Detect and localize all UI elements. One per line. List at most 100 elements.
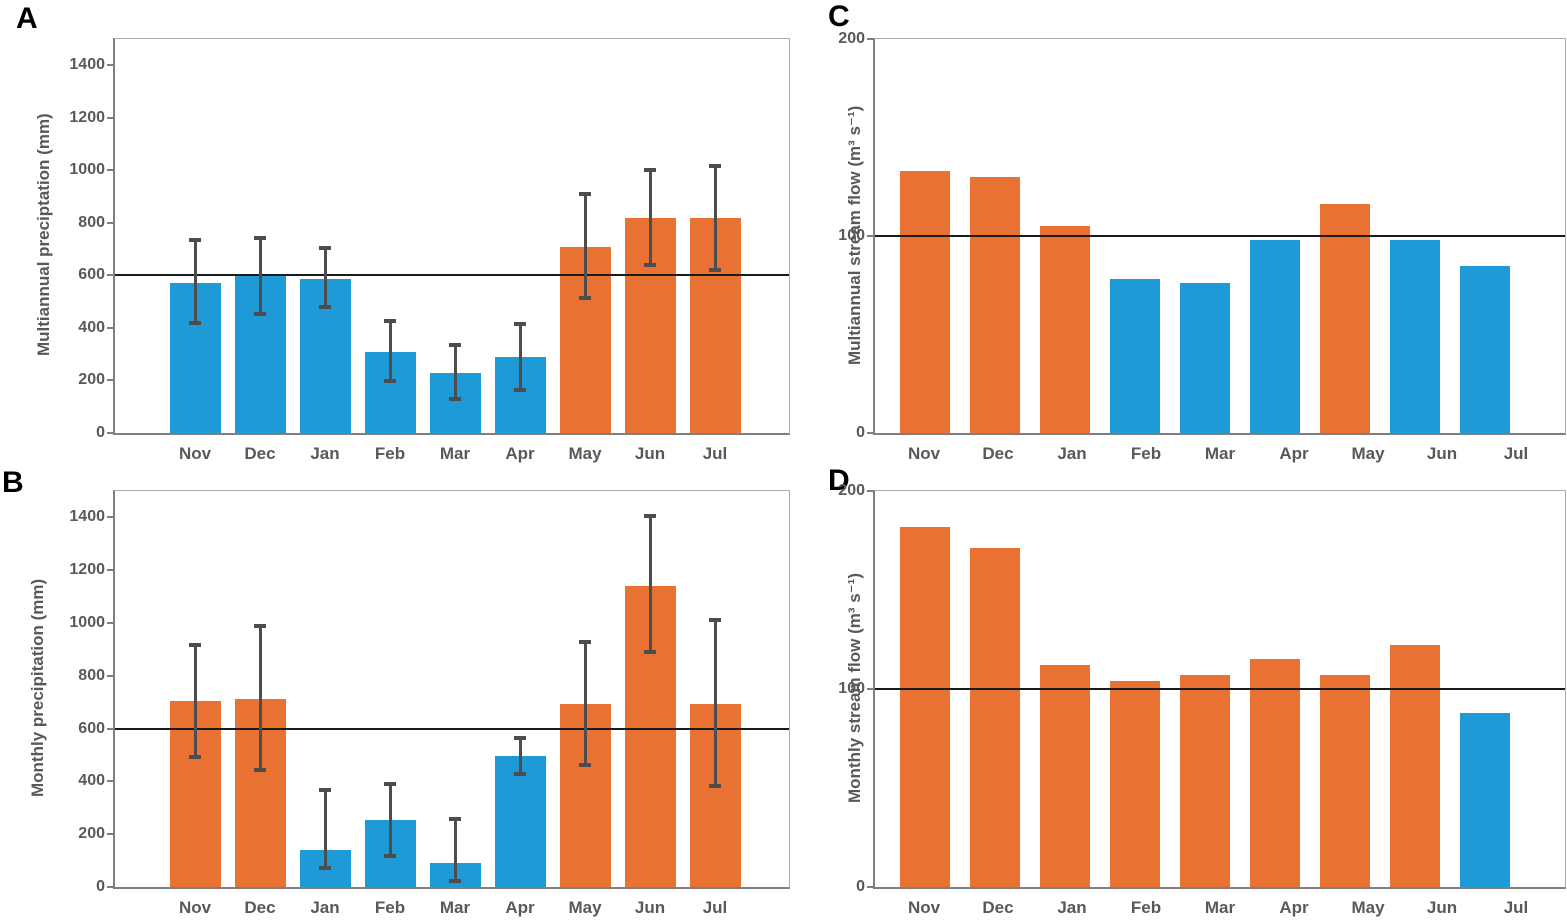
bar (1040, 665, 1090, 887)
y-tick-label: 600 (78, 719, 105, 737)
x-tick-label: Nov (178, 898, 212, 917)
x-tick-label: Feb (374, 898, 406, 917)
bar (970, 176, 1020, 433)
panel-letter-a: A (16, 2, 38, 35)
error-bar-cap-bottom (449, 397, 461, 402)
x-tick-label: Jul (1503, 898, 1529, 917)
error-bar-cap-top (319, 787, 331, 792)
error-bar-line (323, 246, 327, 309)
x-tick-label: May (1351, 898, 1385, 917)
y-tick-label: 1200 (69, 108, 105, 126)
x-tick-label: Mar (439, 898, 471, 917)
x-tick-label: Dec (244, 898, 276, 917)
error-bar-cap-top (579, 191, 591, 196)
y-tick-mark (867, 688, 873, 690)
plot-area: 0 100 200 Nov Dec Jan Feb Mar Apr May Jun Jul (838, 31, 1566, 462)
error-bar-line (193, 644, 197, 759)
error-bar-line (388, 320, 392, 382)
error-bar-cap-top (514, 321, 526, 326)
y-tick-mark (867, 235, 873, 237)
error-bar-cap-bottom (189, 320, 201, 325)
bar (1250, 659, 1300, 887)
y-tick-mark (867, 432, 873, 434)
x-tick-label: Jun (1426, 898, 1458, 917)
error-bar-cap-top (644, 514, 656, 519)
error-bar-cap-bottom (384, 854, 396, 859)
error-bar-cap-top (709, 164, 721, 169)
y-tick-label: 0 (856, 424, 865, 441)
bar (1460, 712, 1510, 887)
error-bar-cap-bottom (579, 762, 591, 767)
y-tick-mark (107, 326, 113, 329)
x-tick-label: Jun (1426, 444, 1458, 463)
plot-area: 0 200 400 600 800 1000 1200 1400 Nov Dec Jan Feb Mar… (69, 490, 790, 916)
plot-area: 0 100 200 Nov Dec Jan Feb Mar Apr May Jun Jul (838, 483, 1566, 916)
plot-area: 0 200 400 600 800 1000 1200 1400 Nov Dec Jan Feb Mar… (69, 38, 790, 462)
bar (1390, 239, 1440, 433)
panel-c-multiannual-stream-flow: C Multiannual stream flow (m³ s⁻¹) 0 100 2… (784, 0, 1567, 462)
y-tick-mark (107, 169, 113, 172)
error-bar-cap-bottom (709, 784, 721, 789)
error-bar-cap-top (384, 781, 396, 786)
y-tick-label: 1400 (69, 56, 105, 74)
bar (1250, 239, 1300, 433)
error-bar-cap-top (449, 342, 461, 347)
panel-letter-c: C (828, 0, 850, 33)
error-bar-cap-bottom (514, 387, 526, 392)
error-bar-line (388, 782, 392, 858)
panel-letter-d: D (828, 464, 850, 497)
error-bar-cap-bottom (254, 311, 266, 316)
y-axis-title: Monthly precipitation (mm) (28, 578, 47, 798)
bar (970, 548, 1020, 887)
bar (1390, 645, 1440, 887)
x-tick-label: Jul (1503, 444, 1529, 463)
x-tick-label: Apr (505, 444, 535, 463)
y-tick-label: 0 (96, 878, 105, 895)
error-bar-line (583, 641, 587, 766)
error-bar-cap-bottom (449, 878, 461, 883)
y-axis-title: Multiannual preciptation (mm) (34, 113, 53, 357)
error-bar-cap-top (514, 735, 526, 740)
x-tick-label: Jun (634, 898, 666, 917)
x-tick-label: Jul (702, 444, 728, 463)
error-bar-line (453, 818, 457, 882)
bar (1320, 675, 1370, 887)
y-tick-label: 0 (96, 424, 105, 441)
y-tick-mark (107, 833, 113, 836)
x-tick-label: Apr (505, 898, 535, 917)
error-bar-line (713, 165, 717, 272)
bar (900, 170, 950, 433)
y-tick-label: 200 (78, 371, 105, 389)
x-tick-label: Mar (1204, 898, 1236, 917)
y-tick-label: 100 (838, 680, 865, 697)
error-bar-line (583, 192, 587, 300)
y-tick-mark (107, 622, 113, 624)
bar (1460, 265, 1510, 433)
bar (1110, 279, 1160, 433)
y-tick-mark (107, 674, 113, 677)
error-bar-line (713, 618, 717, 788)
x-tick-label: Nov (178, 444, 212, 463)
y-tick-label: 1000 (69, 614, 105, 631)
y-tick-label: 800 (78, 213, 105, 231)
y-tick-label: 200 (838, 482, 865, 499)
error-bar-cap-bottom (254, 767, 266, 772)
error-bar-cap-bottom (319, 305, 331, 310)
y-tick-mark (107, 379, 113, 382)
reference-line (115, 274, 789, 277)
error-bar-cap-top (384, 319, 396, 324)
x-tick-label: Feb (1130, 444, 1162, 463)
x-tick-label: Nov (907, 898, 941, 917)
error-bar-cap-bottom (319, 865, 331, 870)
error-bar-cap-bottom (709, 268, 721, 273)
x-tick-label: Jan (1057, 898, 1087, 917)
y-tick-label: 200 (78, 825, 105, 843)
x-tick-label: Mar (439, 444, 471, 463)
x-tick-label: Feb (1130, 898, 1162, 917)
x-tick-label: Jan (310, 444, 340, 463)
error-bar-cap-bottom (384, 378, 396, 383)
reference-line (115, 727, 789, 730)
bar (1320, 204, 1370, 433)
error-bar-cap-top (319, 245, 331, 250)
